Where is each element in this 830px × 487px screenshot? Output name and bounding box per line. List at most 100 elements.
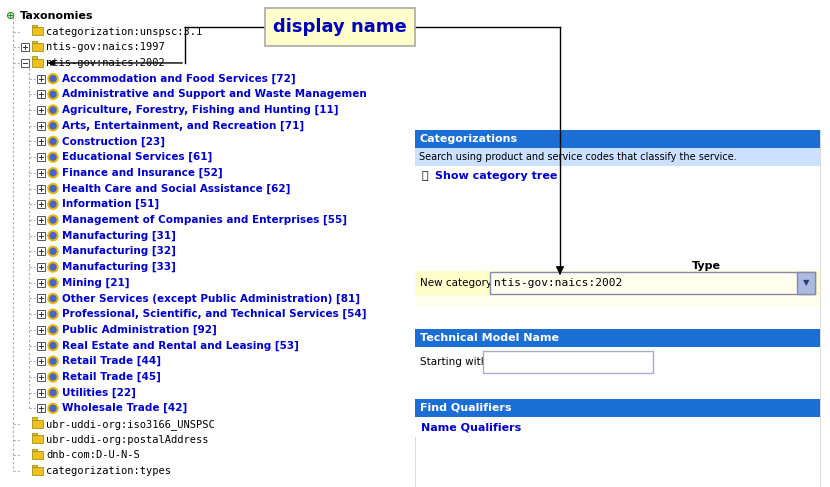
- Bar: [415, 417, 820, 437]
- Bar: [483, 351, 653, 373]
- Bar: [415, 130, 820, 148]
- Bar: [37, 169, 45, 177]
- Text: Search using product and service codes that classify the service.: Search using product and service codes t…: [419, 152, 737, 162]
- Text: dnb-com:D-U-N-S: dnb-com:D-U-N-S: [46, 450, 139, 460]
- Text: Finance and Insurance [52]: Finance and Insurance [52]: [62, 168, 222, 178]
- Text: Manufacturing [31]: Manufacturing [31]: [62, 230, 176, 241]
- Text: Arts, Entertainment, and Recreation [71]: Arts, Entertainment, and Recreation [71]: [62, 121, 304, 131]
- Circle shape: [48, 278, 58, 288]
- Bar: [415, 347, 820, 377]
- Text: categorization:types: categorization:types: [46, 466, 171, 476]
- Circle shape: [50, 107, 56, 113]
- Text: Health Care and Social Assistance [62]: Health Care and Social Assistance [62]: [62, 184, 290, 194]
- Circle shape: [50, 92, 56, 97]
- Circle shape: [50, 123, 56, 129]
- Circle shape: [48, 340, 58, 351]
- Circle shape: [50, 186, 56, 191]
- Text: Show category tree: Show category tree: [435, 171, 558, 181]
- Text: Starting with:: Starting with:: [420, 357, 491, 367]
- Text: Public Administration [92]: Public Administration [92]: [62, 325, 217, 335]
- Bar: [37, 389, 45, 396]
- Bar: [32, 27, 43, 35]
- Bar: [415, 295, 820, 307]
- Bar: [32, 467, 43, 475]
- Circle shape: [48, 294, 58, 303]
- Text: Agriculture, Forestry, Fishing and Hunting [11]: Agriculture, Forestry, Fishing and Hunti…: [62, 105, 339, 115]
- Text: Retail Trade [45]: Retail Trade [45]: [62, 372, 161, 382]
- Text: Find Qualifiers: Find Qualifiers: [420, 403, 511, 413]
- Circle shape: [48, 356, 58, 366]
- Bar: [32, 25, 37, 27]
- Bar: [32, 449, 37, 451]
- Bar: [37, 404, 45, 412]
- Circle shape: [48, 262, 58, 272]
- Bar: [415, 307, 820, 329]
- Circle shape: [48, 199, 58, 209]
- Text: Accommodation and Food Services [72]: Accommodation and Food Services [72]: [62, 74, 295, 84]
- Circle shape: [48, 231, 58, 241]
- Circle shape: [48, 74, 58, 84]
- Bar: [37, 137, 45, 146]
- Bar: [32, 58, 43, 67]
- Circle shape: [50, 75, 56, 82]
- Text: 🔑: 🔑: [421, 171, 427, 181]
- Circle shape: [50, 233, 56, 239]
- Bar: [37, 216, 45, 224]
- Circle shape: [50, 264, 56, 270]
- Bar: [37, 310, 45, 318]
- Bar: [797, 272, 815, 294]
- Text: Manufacturing [32]: Manufacturing [32]: [62, 246, 176, 257]
- Circle shape: [48, 325, 58, 335]
- Bar: [32, 465, 37, 467]
- Bar: [37, 357, 45, 365]
- Bar: [415, 399, 820, 417]
- Circle shape: [48, 136, 58, 147]
- Text: ntis-gov:naics:2002: ntis-gov:naics:2002: [494, 278, 622, 288]
- Text: ntis-gov:naics:2002: ntis-gov:naics:2002: [46, 58, 164, 68]
- Bar: [37, 185, 45, 192]
- Circle shape: [50, 374, 56, 380]
- Text: Technical Model Name: Technical Model Name: [420, 333, 559, 343]
- Bar: [37, 232, 45, 240]
- Bar: [21, 43, 29, 51]
- Circle shape: [50, 296, 56, 301]
- Circle shape: [48, 121, 58, 131]
- Circle shape: [50, 170, 56, 176]
- Bar: [415, 257, 820, 275]
- Text: Administrative and Support and Waste Managemen: Administrative and Support and Waste Man…: [62, 89, 367, 99]
- Circle shape: [48, 246, 58, 256]
- Bar: [37, 341, 45, 350]
- Text: Name Qualifiers: Name Qualifiers: [421, 422, 521, 432]
- Text: Other Services (except Public Administration) [81]: Other Services (except Public Administra…: [62, 293, 360, 303]
- Circle shape: [48, 372, 58, 382]
- Bar: [415, 186, 820, 261]
- Bar: [415, 148, 820, 166]
- Bar: [490, 272, 815, 294]
- Text: ubr-uddi-org:iso3166_UNSPSC: ubr-uddi-org:iso3166_UNSPSC: [46, 419, 215, 430]
- Bar: [37, 326, 45, 334]
- Circle shape: [50, 342, 56, 349]
- Bar: [37, 295, 45, 302]
- Bar: [32, 43, 43, 51]
- Bar: [32, 417, 37, 420]
- Text: ubr-uddi-org:postalAddress: ubr-uddi-org:postalAddress: [46, 435, 208, 445]
- Circle shape: [50, 154, 56, 160]
- Circle shape: [48, 215, 58, 225]
- Text: Retail Trade [44]: Retail Trade [44]: [62, 356, 161, 366]
- Circle shape: [50, 280, 56, 286]
- Bar: [32, 40, 37, 43]
- Bar: [415, 329, 820, 347]
- Text: Mining [21]: Mining [21]: [62, 278, 129, 288]
- Text: Wholesale Trade [42]: Wholesale Trade [42]: [62, 403, 188, 413]
- Text: display name: display name: [273, 18, 407, 36]
- Text: Professional, Scientific, and Technical Services [54]: Professional, Scientific, and Technical …: [62, 309, 367, 319]
- Bar: [32, 420, 43, 428]
- Circle shape: [50, 390, 56, 395]
- Text: Manufacturing [33]: Manufacturing [33]: [62, 262, 176, 272]
- Bar: [32, 451, 43, 459]
- Text: categorization:unspsc:3.1: categorization:unspsc:3.1: [46, 27, 203, 37]
- Bar: [37, 122, 45, 130]
- Bar: [37, 75, 45, 83]
- Bar: [415, 271, 820, 295]
- Circle shape: [50, 138, 56, 145]
